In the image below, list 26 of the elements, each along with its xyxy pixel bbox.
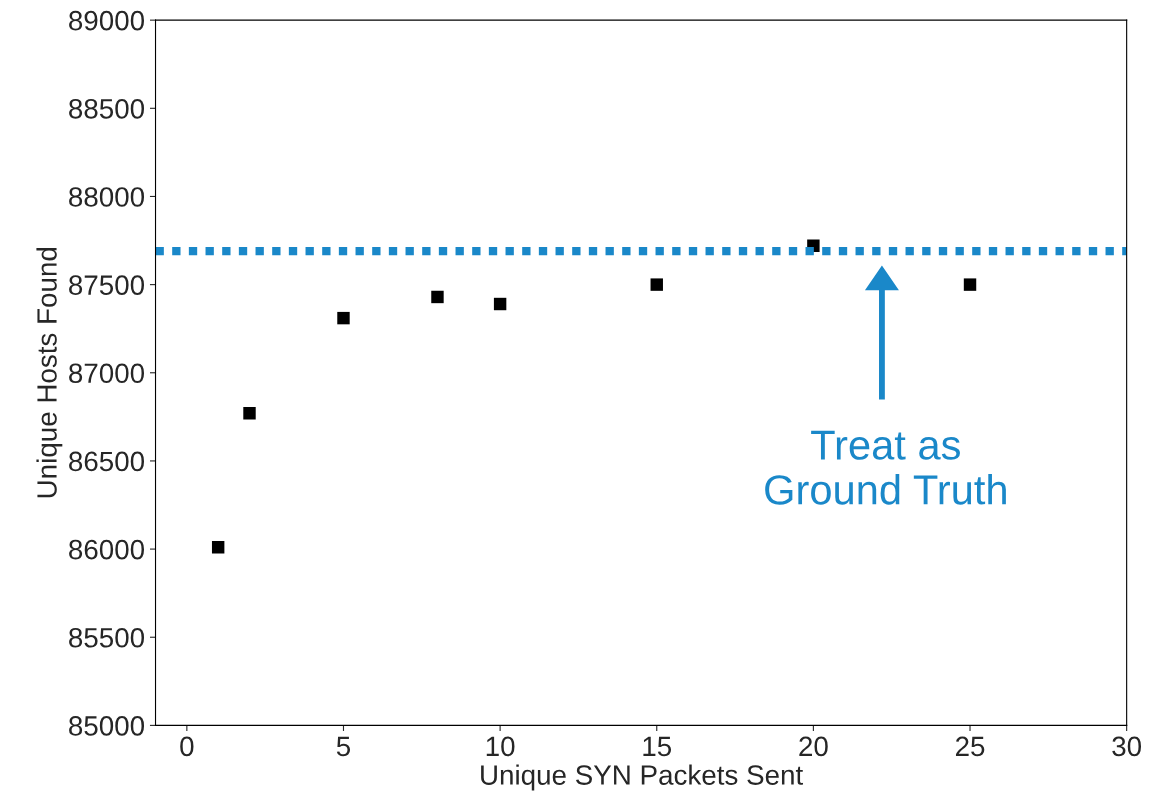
y-tick-label: 87000	[69, 363, 145, 384]
point	[963, 278, 977, 291]
point	[431, 290, 444, 304]
point	[493, 297, 507, 311]
y-tick-label: 87500	[69, 275, 145, 295]
y-tick-label: 85000	[69, 716, 145, 736]
x-tick-label: 30	[1112, 736, 1142, 757]
x-tick-label: 20	[799, 736, 828, 757]
annotation: Treat as Ground Truth	[765, 430, 1006, 505]
y-tick-label: 86500	[69, 451, 145, 472]
x-tick-label: 25	[955, 736, 985, 757]
x-tick-label: 5	[336, 736, 351, 757]
point	[211, 541, 225, 554]
x-tick-label: 0	[180, 736, 194, 757]
y-tick-label: 89000	[69, 10, 145, 31]
point	[243, 407, 256, 420]
x-tick-label: 10	[486, 736, 515, 757]
point	[650, 278, 663, 291]
y-tick-label: 88500	[69, 98, 145, 119]
point	[337, 311, 350, 325]
y-tick-label: 88000	[69, 187, 145, 207]
y-tick-label: 85500	[69, 627, 145, 648]
x-tick-label: 15	[643, 736, 672, 757]
y-axis-title: Unique Hosts Found	[36, 247, 63, 498]
x-axis-title: Unique SYN Packets Sent	[481, 764, 804, 791]
y-tick-label: 86000	[69, 539, 145, 560]
